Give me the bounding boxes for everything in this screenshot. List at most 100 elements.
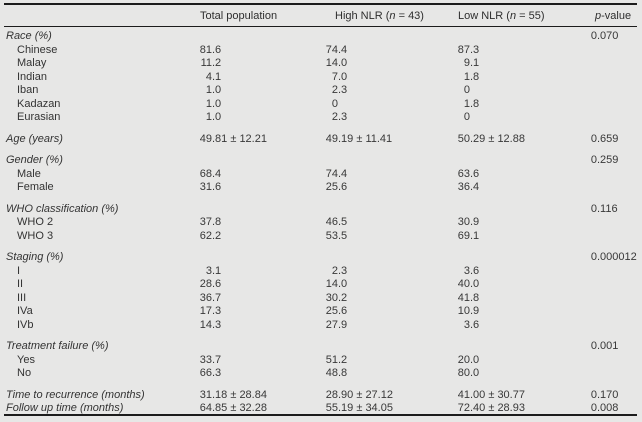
cell-integer-part: 0	[463, 111, 470, 123]
cell-fraction-part: .3	[338, 84, 348, 96]
cell-integer-part: 2	[331, 111, 338, 123]
cell-fraction-part: .8	[470, 97, 480, 110]
cell-integer-part: 74	[325, 167, 338, 180]
value-cell-v3: 50.29 ± 12.88	[400, 133, 525, 147]
cell-fraction-part: .0	[470, 353, 480, 366]
value-cell-v1: 11.2	[142, 57, 222, 71]
table-row: No 66.3 48.8 80.0	[0, 367, 642, 381]
value-cell-v1: 31.6	[142, 181, 221, 195]
value-cell-v1: 37.8	[142, 216, 221, 230]
table-row: Treatment failure (%) 0.001	[0, 340, 642, 354]
cell-fraction-part: .2	[338, 291, 348, 304]
table-row: Indian 4.1 7.0 1.8	[0, 71, 642, 85]
cell-fraction-part: .3	[338, 111, 348, 123]
cell-fraction-part: .4	[338, 43, 348, 56]
cell-integer-part: 28	[325, 388, 338, 401]
row-label-item: No	[17, 367, 32, 379]
value-cell-v2: 14.0	[268, 278, 347, 292]
row-label-item: Female	[17, 181, 54, 193]
value-cell-v3: 41.00 ± 30.77	[400, 389, 525, 403]
value-cell-v1: 14.3	[142, 319, 221, 333]
cell-integer-part: 2	[331, 84, 338, 96]
row-label-item: Iban	[17, 84, 39, 96]
value-cell-v3: 87.3	[400, 44, 479, 58]
cell-integer-part: 49	[325, 132, 338, 145]
row-label-item: IVb	[17, 318, 34, 331]
cell-integer-part: 48	[325, 367, 338, 379]
cell-integer-part: 1	[205, 97, 212, 110]
cell-integer-part: 0	[590, 132, 597, 145]
table-row: WHO classification (%) 0.116	[0, 203, 642, 217]
table-row: WHO 3 62.2 53.5 69.1	[0, 230, 642, 244]
cell-integer-part: 9	[463, 57, 470, 69]
cell-integer-part: 1	[205, 111, 212, 123]
cell-integer-part: 17	[199, 305, 212, 317]
cell-fraction-part: .85 ± 32.28	[212, 402, 267, 414]
header-n-italic: n	[389, 10, 396, 22]
cell-fraction-part: .0	[212, 97, 222, 110]
row-label-item: IVa	[17, 305, 33, 317]
table-row: Female 31.6 25.6 36.4	[0, 181, 642, 195]
cell-integer-part: 31	[199, 181, 212, 193]
value-cell-v2: 74.4	[268, 168, 347, 182]
header-text: Low NLR (	[458, 10, 510, 22]
cell-integer-part: 33	[199, 353, 212, 366]
value-cell-v1: 28.6	[142, 278, 221, 292]
cell-fraction-part: .0	[212, 84, 222, 96]
cell-integer-part: 28	[199, 278, 212, 290]
p-value-cell: 0.000012	[527, 251, 637, 265]
value-cell-v2: 2.3	[268, 265, 347, 279]
cell-integer-part: 10	[457, 305, 470, 317]
value-cell-v3: 36.4	[400, 181, 479, 195]
value-cell-v3: 3.6	[400, 319, 479, 333]
bottom-rule	[4, 414, 637, 416]
table-row: Time to recurrence (months) 31.18 ± 28.84…	[0, 389, 642, 403]
cell-integer-part: 68	[199, 167, 212, 180]
cell-integer-part: 0	[590, 154, 597, 166]
header-text: -value	[601, 10, 632, 22]
value-cell-v3: 1.8	[400, 71, 479, 85]
cell-fraction-part: .6	[212, 43, 222, 56]
cell-fraction-part: .9	[470, 216, 480, 228]
p-value-cell: 0.259	[527, 154, 619, 168]
cell-fraction-part: .1	[470, 57, 480, 69]
value-cell-v1: 17.3	[142, 305, 221, 319]
cell-integer-part: 1	[463, 70, 470, 83]
cell-integer-part: 31	[199, 388, 212, 401]
cell-fraction-part: .18 ± 28.84	[212, 388, 267, 401]
cell-fraction-part: .9	[470, 305, 480, 317]
header-rule	[4, 26, 637, 27]
cell-fraction-part: .6	[470, 318, 480, 331]
value-cell-v3: 20.0	[400, 354, 479, 368]
cell-fraction-part: .000012	[597, 251, 637, 263]
cell-integer-part: 1	[205, 84, 212, 96]
cell-fraction-part: .3	[338, 264, 348, 277]
value-cell-v1: 1.0	[142, 98, 221, 112]
value-cell-v1: 64.85 ± 32.28	[142, 402, 267, 416]
cell-integer-part: 36	[199, 291, 212, 304]
value-cell-v1: 4.1	[142, 71, 221, 85]
cell-fraction-part: .90 ± 27.12	[338, 388, 393, 401]
value-cell-v3: 0	[400, 84, 470, 98]
cell-integer-part: 36	[457, 181, 470, 193]
table-row: Eurasian 1.0 2.3 0	[0, 111, 642, 125]
cell-fraction-part: .2	[212, 57, 222, 69]
value-cell-v3: 1.8	[400, 98, 479, 112]
cell-integer-part: 64	[199, 402, 212, 414]
cell-fraction-part: .0	[338, 57, 348, 69]
cell-integer-part: 63	[457, 167, 470, 180]
cell-integer-part: 80	[457, 367, 470, 379]
value-cell-v2: 48.8	[268, 367, 347, 381]
cell-integer-part: 46	[325, 216, 338, 228]
cell-integer-part: 3	[463, 318, 470, 331]
cell-integer-part: 4	[205, 70, 212, 83]
cell-integer-part: 41	[457, 291, 470, 304]
column-header-high-nlr: High NLR (n = 43)	[335, 9, 424, 23]
column-header-low-nlr: Low NLR (n = 55)	[458, 9, 545, 23]
table-row: Chinese 81.6 74.4 87.3	[0, 44, 642, 58]
value-cell-v1: 68.4	[142, 168, 221, 182]
value-cell-v2: 53.5	[268, 230, 347, 244]
value-cell-v3: 69.1	[400, 230, 479, 244]
cell-integer-part: 37	[199, 216, 212, 228]
